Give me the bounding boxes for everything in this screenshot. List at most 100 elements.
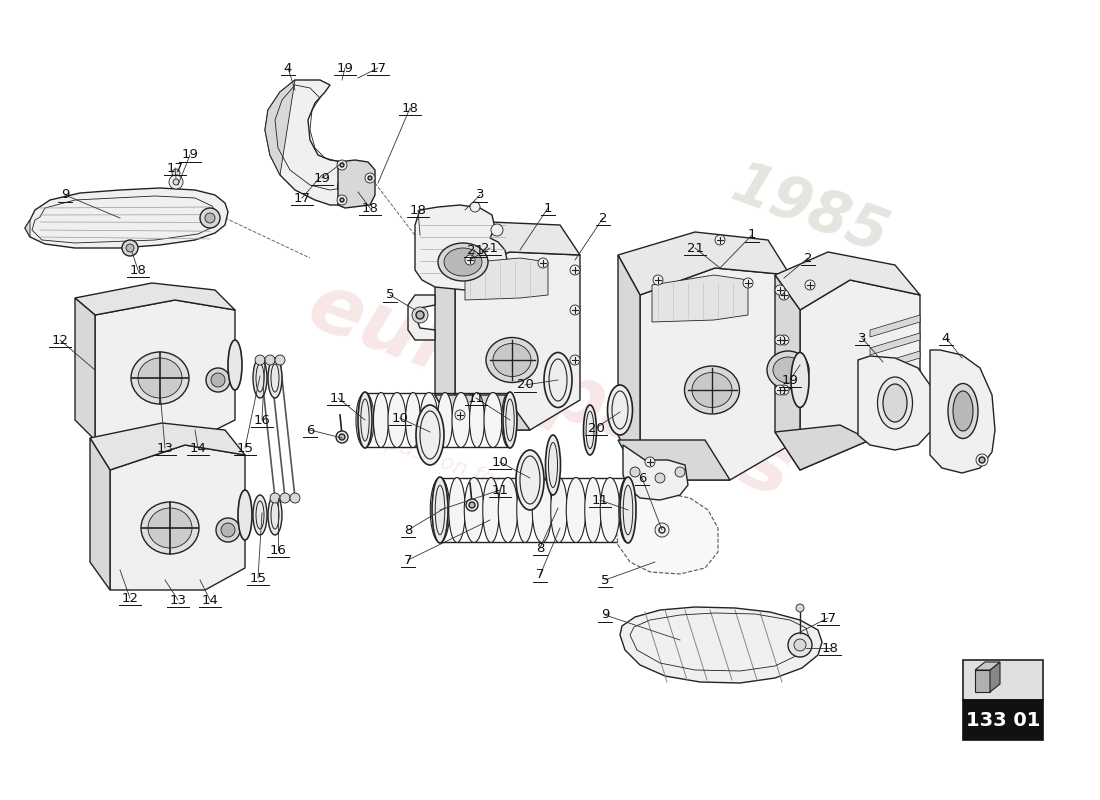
Polygon shape [870,423,920,445]
Circle shape [654,473,666,483]
Circle shape [570,305,580,315]
Text: 19: 19 [337,62,353,74]
Text: 11: 11 [592,494,608,506]
Ellipse shape [420,393,438,447]
Polygon shape [975,670,990,692]
Polygon shape [870,315,920,337]
Text: 11: 11 [492,483,508,497]
Circle shape [340,198,344,202]
Circle shape [172,169,180,177]
Ellipse shape [470,393,484,447]
Text: 12: 12 [52,334,68,346]
Circle shape [469,502,475,508]
Text: 5: 5 [386,289,394,302]
Text: 18: 18 [402,102,418,114]
Polygon shape [652,275,748,322]
Ellipse shape [791,353,808,407]
Ellipse shape [517,478,534,542]
Polygon shape [623,445,688,500]
Circle shape [412,307,428,323]
Circle shape [173,179,179,185]
Circle shape [280,493,290,503]
Polygon shape [90,438,110,590]
Text: 15: 15 [250,571,266,585]
Polygon shape [338,160,375,208]
Text: 21: 21 [482,242,498,254]
Text: 8: 8 [404,523,412,537]
Circle shape [675,467,685,477]
Circle shape [805,280,815,290]
Circle shape [365,173,375,183]
Circle shape [776,385,785,395]
Circle shape [776,335,785,345]
Text: 14: 14 [189,442,207,454]
Circle shape [788,633,812,657]
Text: 20: 20 [587,422,604,434]
Circle shape [200,208,220,228]
Text: 13: 13 [156,442,174,454]
Ellipse shape [566,478,585,542]
Ellipse shape [268,495,282,535]
Ellipse shape [432,477,448,543]
Text: 15: 15 [236,442,253,454]
Ellipse shape [452,393,470,447]
Text: 2: 2 [598,211,607,225]
Text: 11: 11 [468,391,484,405]
Text: 7: 7 [404,554,412,566]
Text: 13: 13 [169,594,187,606]
Ellipse shape [516,450,544,510]
Text: 14: 14 [201,594,219,606]
Circle shape [275,355,285,365]
Polygon shape [434,238,455,430]
Circle shape [169,175,183,189]
Ellipse shape [483,478,499,542]
Circle shape [416,311,424,319]
Text: 21: 21 [466,243,484,257]
Polygon shape [870,387,920,409]
Circle shape [466,499,478,511]
Ellipse shape [430,478,450,542]
Polygon shape [870,405,920,427]
Text: 10: 10 [392,411,408,425]
Text: 19: 19 [314,171,330,185]
Ellipse shape [601,478,619,542]
Ellipse shape [684,366,739,414]
Text: 20: 20 [517,378,534,391]
Polygon shape [930,350,996,473]
Text: 10: 10 [492,455,508,469]
Circle shape [270,493,280,503]
Ellipse shape [444,248,482,276]
Text: 4: 4 [942,331,950,345]
Polygon shape [90,423,245,470]
Circle shape [570,265,580,275]
Polygon shape [870,369,920,391]
Ellipse shape [356,393,374,447]
Ellipse shape [228,340,242,390]
Text: 3: 3 [858,331,867,345]
Ellipse shape [484,393,502,447]
Ellipse shape [464,478,484,542]
Circle shape [455,410,465,420]
Circle shape [645,457,654,467]
Text: 19: 19 [782,374,799,386]
Text: 9: 9 [60,189,69,202]
Ellipse shape [416,405,444,465]
Ellipse shape [948,383,978,438]
Circle shape [776,285,785,295]
Text: 18: 18 [362,202,378,214]
Polygon shape [455,252,580,430]
Circle shape [336,431,348,443]
Text: 17: 17 [820,611,836,625]
Ellipse shape [544,353,572,407]
Text: 16: 16 [270,543,286,557]
Polygon shape [776,252,920,310]
Ellipse shape [388,393,406,447]
Circle shape [630,467,640,477]
Polygon shape [265,80,295,175]
Circle shape [122,240,138,256]
Ellipse shape [131,352,189,404]
Circle shape [368,176,372,180]
Ellipse shape [498,478,518,542]
Circle shape [216,518,240,542]
Ellipse shape [773,357,803,383]
